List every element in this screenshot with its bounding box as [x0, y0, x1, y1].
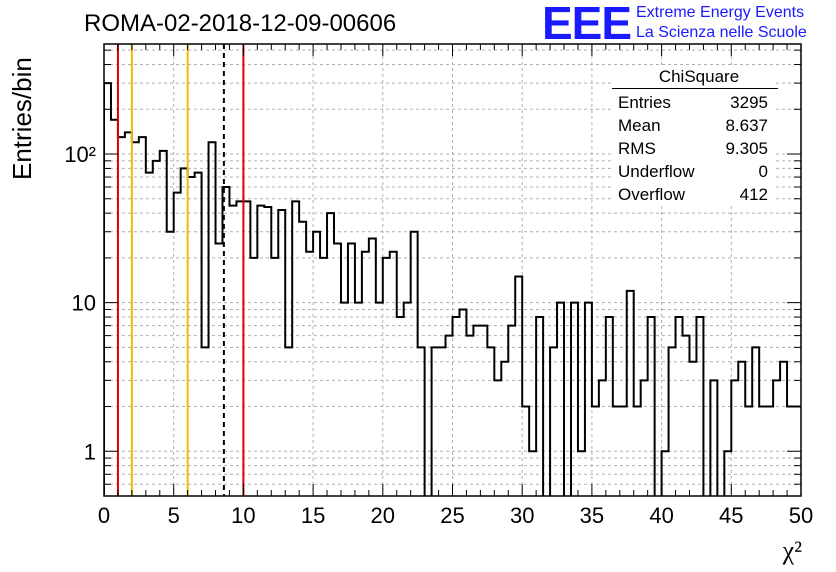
stats-box: ChiSquare Entries 3295 Mean 8.637 RMS 9.… [612, 66, 778, 206]
x-axis-label: χ² [782, 536, 802, 565]
x-tick-label: 20 [371, 503, 395, 528]
y-tick-label: 10² [64, 142, 96, 167]
x-tick-label: 50 [789, 503, 813, 528]
stats-label: Entries [618, 93, 671, 112]
threshold-lines [116, 44, 245, 496]
stats-title: ChiSquare [658, 67, 740, 86]
histogram-layer [104, 82, 801, 496]
stats-label: RMS [618, 139, 656, 158]
stats-row-overflow: Overflow 412 [612, 183, 776, 206]
x-tick-label: 30 [510, 503, 534, 528]
axes: 0 5 10 15 20 25 30 35 40 45 50 1 10 10² [64, 43, 813, 528]
x-tick-label: 5 [168, 503, 180, 528]
histogram-outline [104, 82, 801, 496]
x-tick-label: 40 [649, 503, 673, 528]
y-tick-label: 1 [84, 439, 96, 464]
stats-row-entries: Entries 3295 [612, 91, 776, 114]
chart-title: ROMA-02-2018-12-09-00606 [84, 10, 397, 37]
grid-layer [104, 44, 801, 496]
stats-value: 412 [739, 185, 768, 204]
stats-divider [612, 88, 778, 89]
stats-label: Mean [618, 116, 661, 135]
x-tick-label: 10 [231, 503, 255, 528]
stats-value: 8.637 [725, 116, 768, 135]
x-tick-label: 45 [719, 503, 743, 528]
stats-value: 9.305 [725, 139, 768, 158]
stats-row-mean: Mean 8.637 [612, 114, 776, 137]
stats-value: 0 [758, 162, 768, 181]
x-tick-label: 35 [580, 503, 604, 528]
stats-row-underflow: Underflow 0 [612, 160, 776, 183]
stats-row-rms: RMS 9.305 [612, 137, 776, 160]
eee-logo-text: Extreme Energy Events La Scienza nelle S… [636, 3, 807, 43]
x-tick-label: 0 [98, 503, 110, 528]
y-tick-label: 10 [72, 291, 96, 316]
stats-label: Overflow [618, 185, 686, 204]
x-tick-label: 15 [301, 503, 325, 528]
logo-line-2: La Scienza nelle Scuole [636, 24, 807, 41]
y-axis-label: Entries/bin [7, 57, 37, 180]
x-tick-label: 25 [440, 503, 464, 528]
stats-label: Underflow [618, 162, 695, 181]
logo-line-1: Extreme Energy Events [636, 4, 805, 21]
eee-logo-mark: EEE [542, 0, 632, 49]
stats-value: 3295 [730, 93, 768, 112]
